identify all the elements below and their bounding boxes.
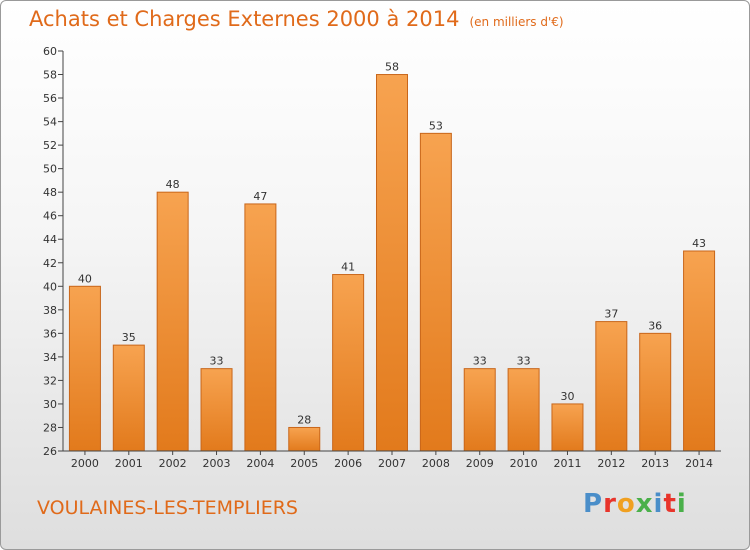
chart-title-text: Achats et Charges Externes 2000 à 2014 [29,7,460,31]
x-tick-label-2009: 2009 [466,457,494,470]
logo-letter: P [583,489,604,519]
data-label-2006: 41 [341,261,355,274]
x-tick-label-2003: 2003 [203,457,231,470]
x-tick-label-2004: 2004 [246,457,274,470]
bar-2006 [332,274,365,452]
y-tick-label: 56 [43,92,57,105]
data-label-2000: 40 [78,272,92,285]
y-tick-label: 36 [43,327,57,340]
data-label-2008: 53 [429,119,443,132]
x-tick-label-2007: 2007 [378,457,406,470]
bar-2007 [376,74,408,452]
logo-letter: o [616,489,636,519]
x-tick-label-2006: 2006 [334,457,362,470]
y-tick-label: 26 [43,445,57,458]
bar-2011 [551,403,584,452]
bar-2008 [419,132,452,452]
data-label-2010: 33 [517,355,531,368]
x-tick-label-2014: 2014 [685,457,713,470]
proxiti-logo: Proxiti [583,489,687,519]
data-label-2009: 33 [473,355,487,368]
chart-subtitle: (en milliers d'€) [469,15,564,29]
x-tick-label-2002: 2002 [159,457,187,470]
y-tick-label: 28 [43,421,57,434]
logo-letter: t [663,489,677,519]
logo-letter: i [676,489,687,519]
bar-2012 [595,321,628,452]
x-tick-label-2005: 2005 [290,457,318,470]
y-tick-label: 34 [43,351,57,364]
x-tick-label-2010: 2010 [510,457,538,470]
y-tick-label: 54 [43,116,57,129]
y-tick-label: 42 [43,257,57,270]
bar-2002 [156,191,189,452]
bar-2013 [639,332,672,452]
bar-2009 [463,368,496,452]
y-tick-label: 60 [43,45,57,58]
x-tick-label-2011: 2011 [553,457,581,470]
y-tick-label: 32 [43,374,57,387]
data-label-2003: 33 [210,355,224,368]
y-tick-label: 46 [43,210,57,223]
logo-letter: i [653,489,664,519]
bar-2004 [244,203,277,452]
y-tick-label: 48 [43,186,57,199]
x-tick-label-2012: 2012 [597,457,625,470]
bar-2000 [68,285,101,452]
y-tick-label: 58 [43,69,57,82]
data-label-2001: 35 [122,331,136,344]
y-tick-label: 52 [43,139,57,152]
bar-2014 [683,250,716,452]
x-tick-label-2013: 2013 [641,457,669,470]
logo-letter: x [635,489,654,519]
y-tick-label: 40 [43,280,57,293]
bar-2003 [200,368,233,452]
bar-2001 [112,344,145,452]
data-label-2013: 36 [648,319,662,332]
y-tick-label: 50 [43,163,57,176]
data-label-2011: 30 [560,390,574,403]
data-label-2007: 58 [385,61,399,74]
chart-title: Achats et Charges Externes 2000 à 2014 (e… [29,7,564,31]
x-tick-label-2000: 2000 [71,457,99,470]
logo-letter: r [603,489,617,519]
y-tick-label: 44 [43,233,57,246]
data-label-2002: 48 [166,178,180,191]
data-label-2004: 47 [253,190,267,203]
data-label-2012: 37 [604,308,618,321]
y-tick-label: 38 [43,304,57,317]
x-tick-label-2001: 2001 [115,457,143,470]
data-label-2005: 28 [297,413,311,426]
y-tick-label: 30 [43,398,57,411]
bar-2010 [507,368,540,452]
data-label-2014: 43 [692,237,706,250]
x-tick-label-2008: 2008 [422,457,450,470]
bar-2005 [288,426,321,452]
commune-name: VOULAINES-LES-TEMPLIERS [37,497,298,519]
